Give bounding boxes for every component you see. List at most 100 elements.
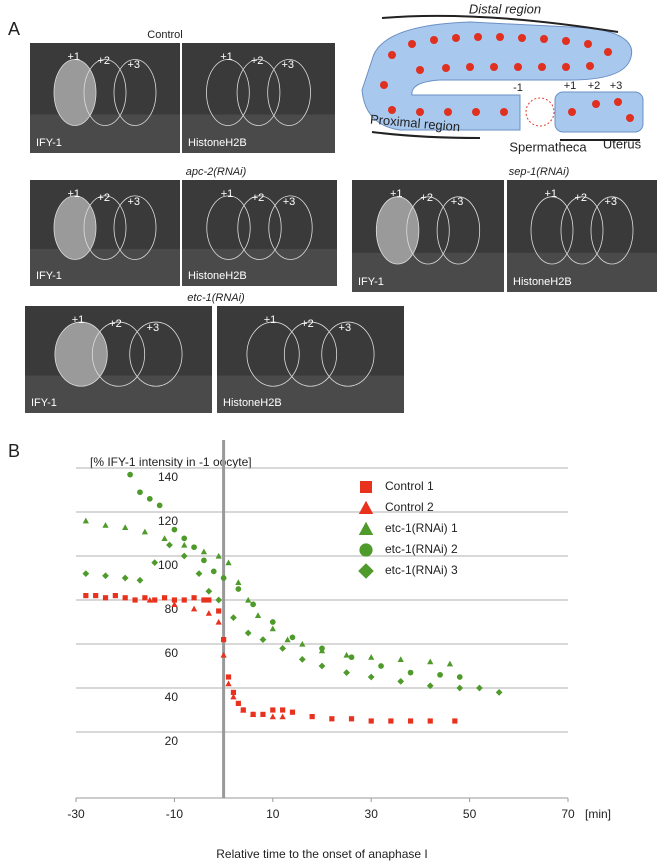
y-tick-label: 120 [158,514,178,528]
x-tick-label: 10 [266,807,280,821]
oocyte-marker: +2 [420,192,433,204]
point [260,636,267,643]
diagram-label: Spermatheca [509,139,587,154]
oocyte-marker: +1 [390,188,403,200]
panel-letter: A [8,19,20,39]
point [290,635,296,641]
point [427,658,433,664]
image-caption: IFY-1 [358,276,384,288]
oocyte-marker: +1 [221,188,234,200]
point [127,472,133,478]
point [359,543,372,556]
point [102,572,109,579]
point [452,718,457,723]
point [270,619,276,625]
oocyte-marker: +2 [98,55,111,67]
oocyte-marker: +2 [301,318,314,330]
x-tick-label: -30 [67,807,85,821]
point [142,529,148,535]
image-caption: IFY-1 [36,270,62,282]
image-caption: IFY-1 [31,397,57,409]
point [408,718,413,723]
legend-label: Control 1 [385,479,434,493]
point [172,527,178,533]
point [216,619,222,625]
diagram-marker: -1 [513,82,523,94]
point [102,522,108,528]
point [270,625,276,631]
point [310,714,315,719]
y-tick-label: 100 [158,558,178,572]
point [343,669,350,676]
point [191,606,197,612]
point [162,595,167,600]
panel-title: sep-1(RNAi) [509,166,570,178]
point [205,588,212,595]
point [181,542,187,548]
panel-title: Control [147,29,182,41]
diagram-marker: +2 [588,80,601,92]
point [279,645,286,652]
point [437,672,443,678]
panel-letter: B [8,441,20,461]
point [398,656,404,662]
x-tick-label: -10 [166,807,184,821]
point [191,544,197,550]
point [368,654,374,660]
oocyte-marker: +3 [147,322,160,334]
legend-label: etc-1(RNAi) 1 [385,521,458,535]
oocyte-marker: +1 [68,51,81,63]
point [206,597,211,602]
image-caption: HistoneH2B [188,270,247,282]
legend-label: etc-1(RNAi) 2 [385,542,458,556]
y-axis-label: [% IFY-1 intensity in -1 oocyte] [90,455,252,469]
point [157,503,163,509]
point [280,707,285,712]
x-tick-label: 30 [365,807,379,821]
oocyte-marker: +3 [451,196,464,208]
point [181,536,187,542]
point [122,575,129,582]
point [225,680,231,686]
oocyte-marker: +2 [252,192,265,204]
figure: A Distal region Proximal region Spermath… [0,0,657,865]
oocyte-marker: +1 [68,188,81,200]
point [245,630,252,637]
point [226,674,231,679]
point [215,597,222,604]
y-tick-label: 20 [165,734,179,748]
point [216,608,221,613]
oocyte-marker: +3 [128,59,141,71]
y-tick-label: 140 [158,470,178,484]
point [358,563,374,579]
point [270,707,275,712]
y-tick-label: 60 [165,646,179,660]
point [457,674,463,680]
point [103,595,108,600]
point [236,586,242,592]
point [166,542,173,549]
point [142,595,147,600]
point [368,674,375,681]
point [147,496,153,502]
point [196,570,203,577]
point [360,481,372,493]
point [181,553,188,560]
oocyte-marker: +2 [251,55,264,67]
oocyte-marker: +3 [339,322,352,334]
diagram-marker: +3 [610,80,623,92]
point [359,501,373,514]
point [83,518,89,524]
point [123,595,128,600]
point [221,637,226,642]
point [456,685,463,692]
oocyte-marker: +1 [545,188,558,200]
diagram-marker: +1 [564,80,577,92]
point [349,716,354,721]
x-unit: [min] [585,807,611,821]
y-tick-label: 40 [165,690,179,704]
point [93,593,98,598]
point [447,661,453,667]
point [378,663,384,669]
x-tick-label: 70 [561,807,575,821]
